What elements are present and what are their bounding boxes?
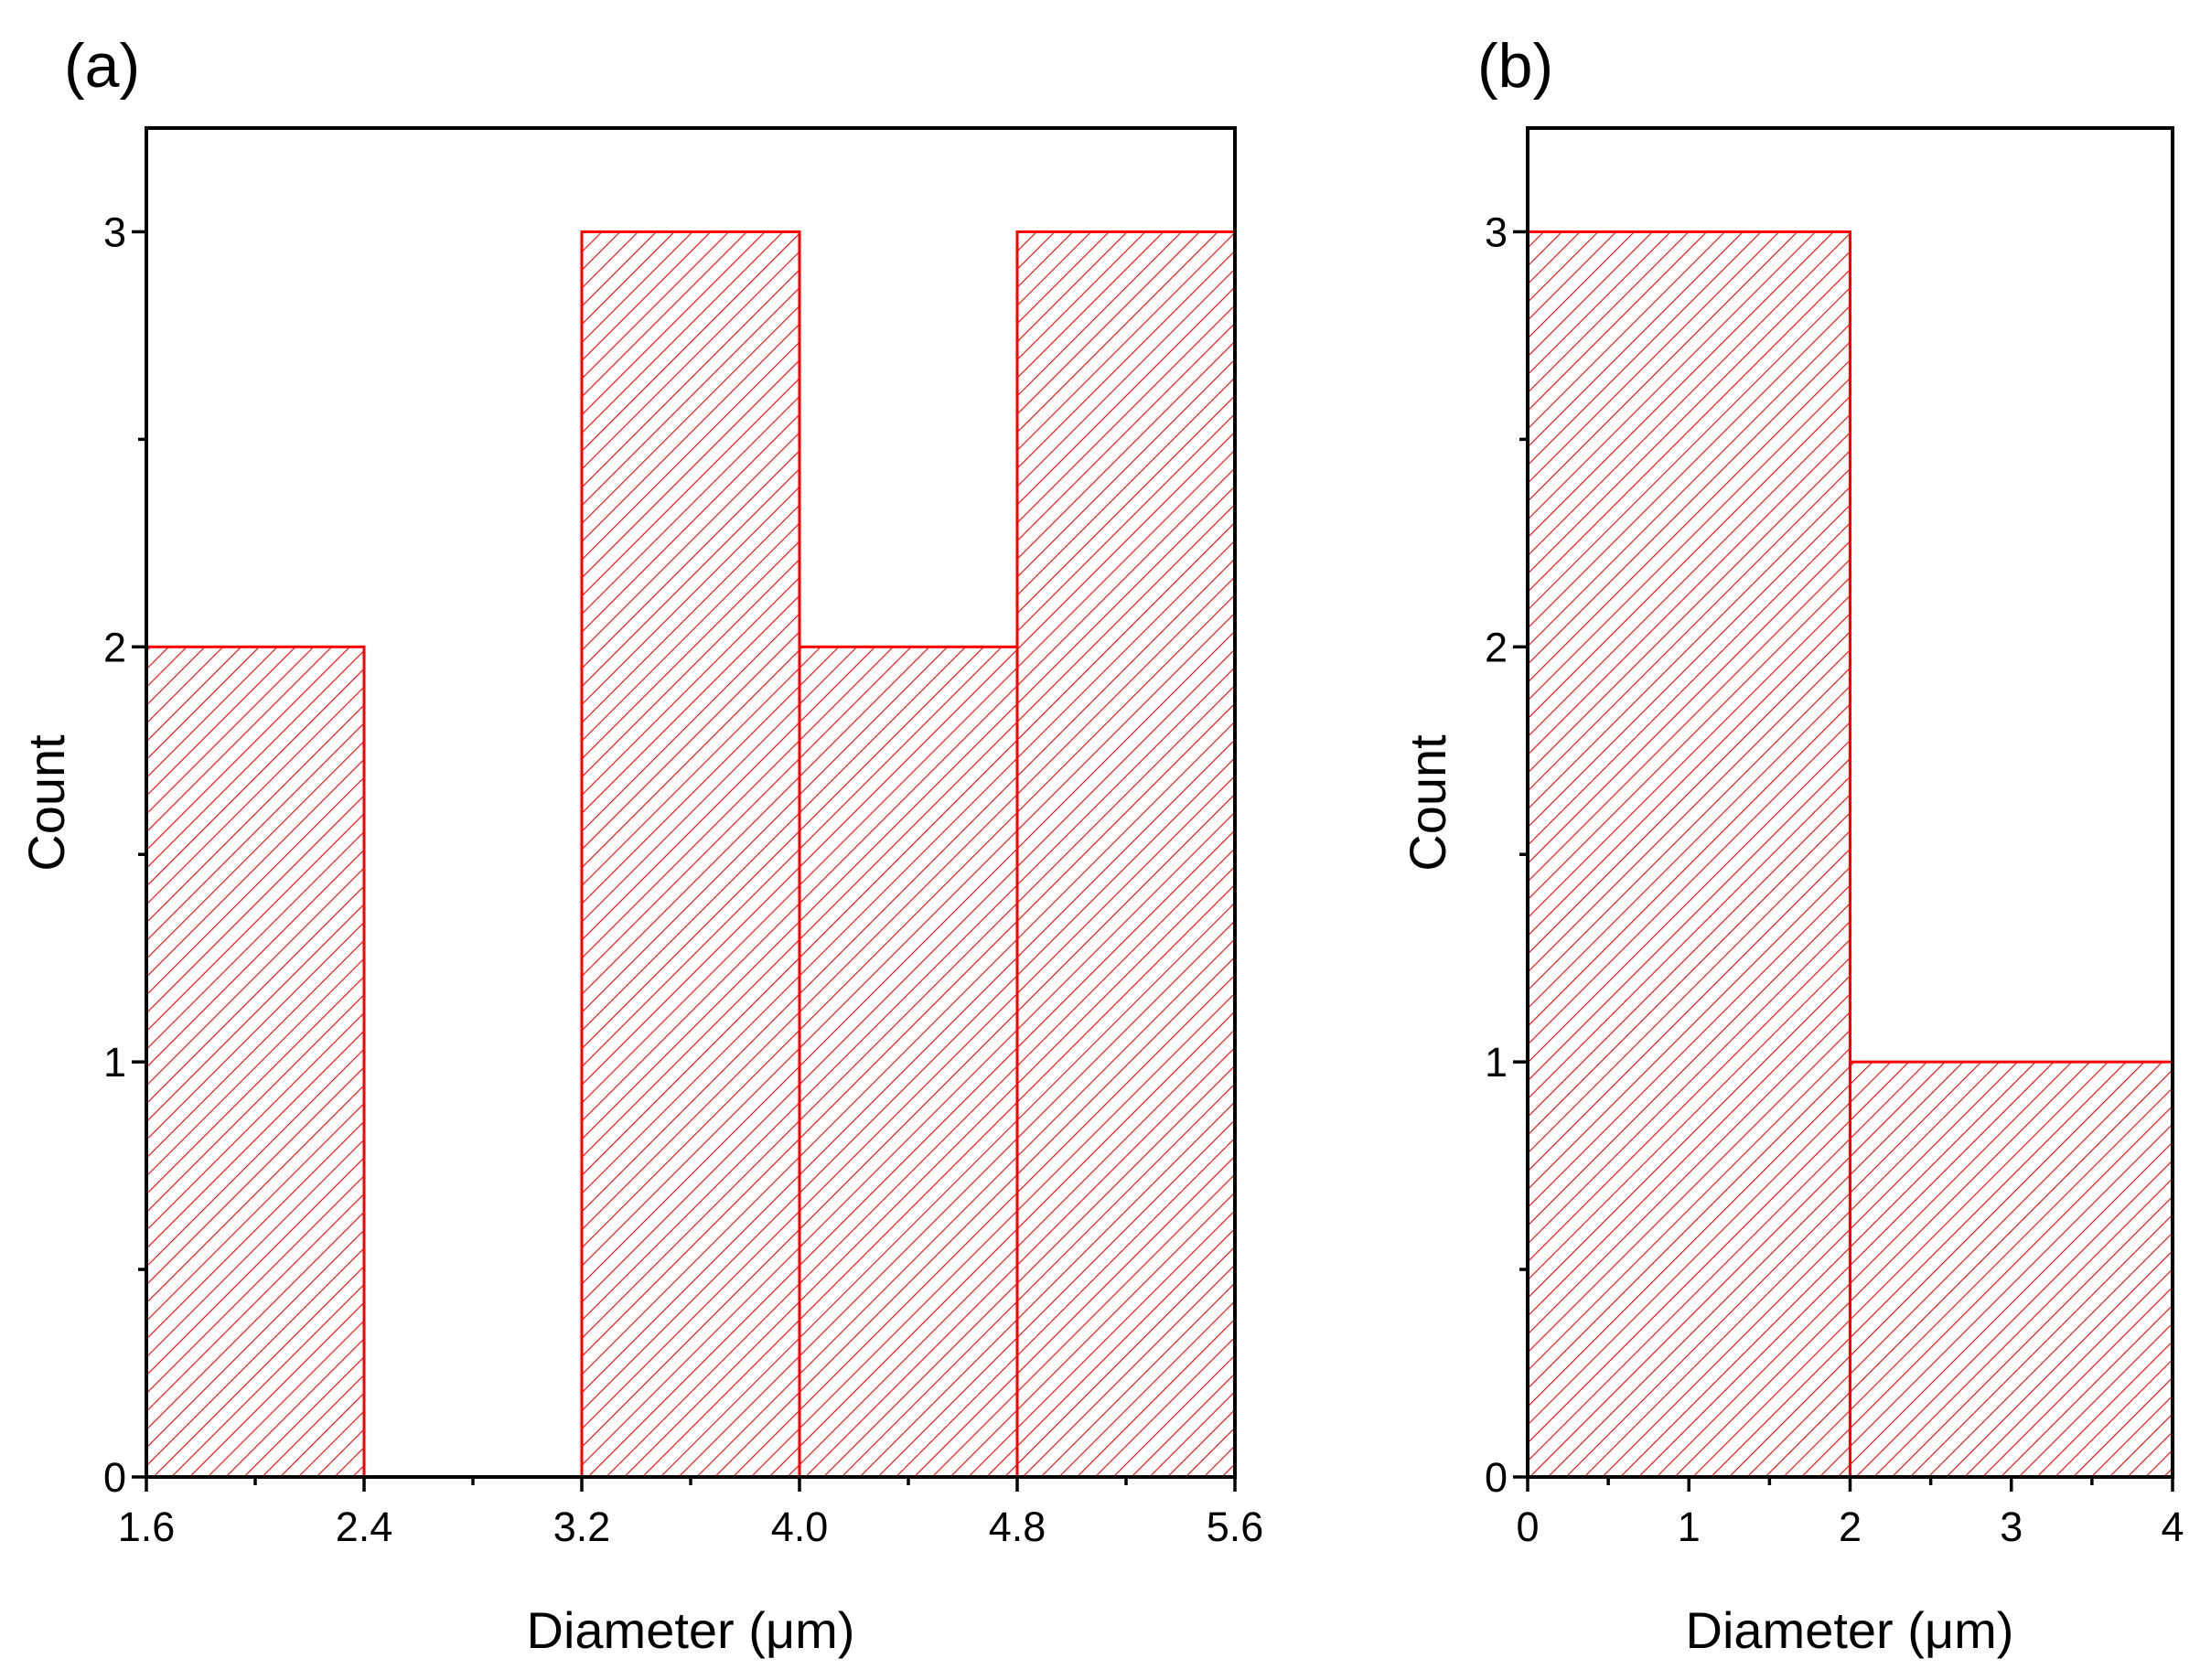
axis-ticks — [1513, 230, 2174, 1492]
x-tick-label: 3.2 — [553, 1503, 611, 1550]
y-tick-label: 3 — [103, 209, 126, 255]
y-axis-title: Count — [17, 734, 75, 872]
y-tick-label: 1 — [103, 1039, 126, 1086]
panel-label: (a) — [64, 31, 140, 101]
bars — [1526, 230, 2174, 1479]
y-tick-label: 2 — [103, 624, 126, 670]
x-tick-label: 2.4 — [336, 1503, 393, 1550]
bar — [1849, 1060, 2174, 1479]
x-tick-label: 4.8 — [989, 1503, 1046, 1550]
bar — [580, 230, 801, 1479]
y-tick-label: 0 — [1485, 1454, 1508, 1501]
y-tick-label: 2 — [1485, 624, 1508, 670]
panel-label: (b) — [1477, 31, 1553, 101]
tick-labels: 0 1 2 3 4 0 1 2 3 — [1485, 209, 2184, 1550]
x-tick-label: 1.6 — [118, 1503, 176, 1550]
x-tick-label: 4 — [2161, 1503, 2184, 1550]
axis-ticks — [132, 230, 1237, 1492]
bar — [798, 645, 1019, 1479]
panel-a: (a) 1.6 2.4 3.2 4.0 4.8 5.6 0 1 2 3 Diameter (μm)… — [17, 31, 1263, 1659]
bar — [145, 645, 366, 1479]
bar — [1015, 230, 1237, 1479]
x-tick-label: 0 — [1516, 1503, 1539, 1550]
x-axis-title: Diameter (μm) — [1686, 1601, 2014, 1659]
y-axis-title: Count — [1399, 734, 1456, 872]
y-tick-label: 1 — [1485, 1039, 1508, 1086]
x-tick-label: 3 — [2000, 1503, 2023, 1550]
y-tick-label: 3 — [1485, 209, 1508, 255]
x-tick-label: 4.0 — [771, 1503, 829, 1550]
y-tick-label: 0 — [103, 1454, 126, 1501]
tick-labels: 1.6 2.4 3.2 4.0 4.8 5.6 0 1 2 3 — [103, 209, 1263, 1550]
x-tick-label: 2 — [1839, 1503, 1862, 1550]
panel-b: (b) 0 1 2 3 4 0 1 2 3 Diameter (μm) Count — [1399, 31, 2184, 1659]
bar — [1526, 230, 1851, 1479]
x-axis-title: Diameter (μm) — [527, 1601, 855, 1659]
x-tick-label: 5.6 — [1207, 1503, 1264, 1550]
x-tick-label: 1 — [1678, 1503, 1701, 1550]
bars — [145, 230, 1237, 1479]
